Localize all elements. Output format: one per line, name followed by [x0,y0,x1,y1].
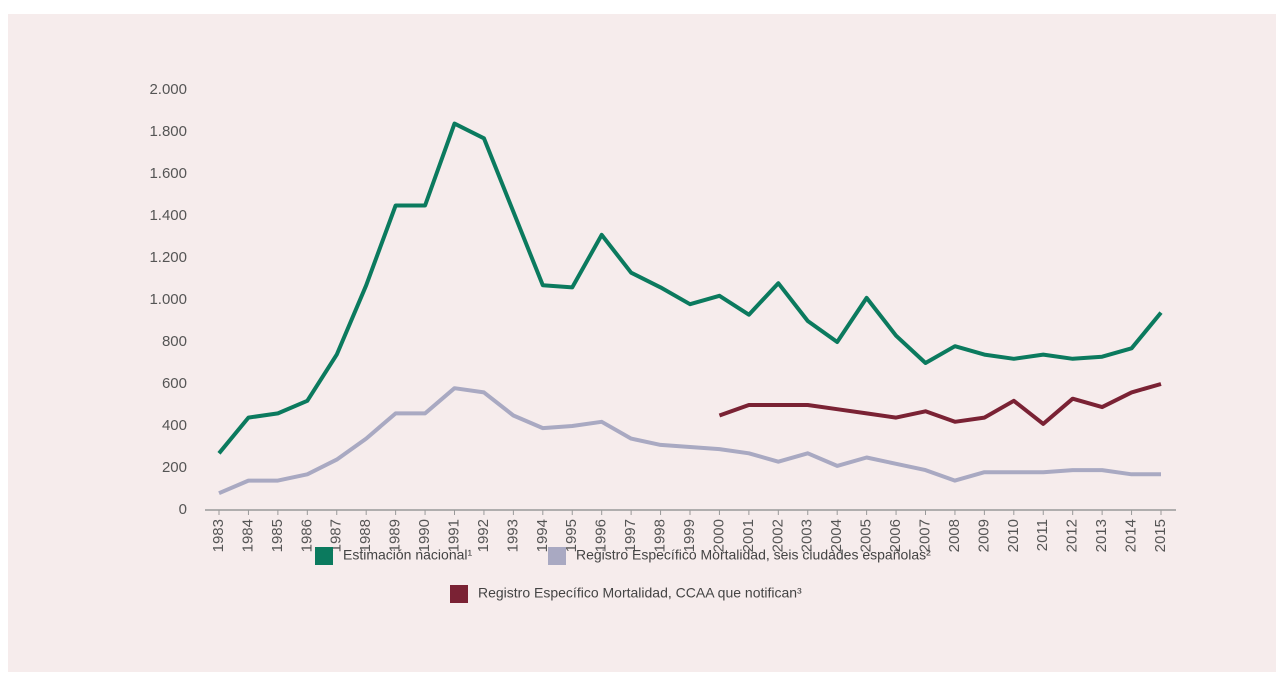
x-tick-label: 2007 [916,519,933,552]
x-tick-label: 1998 [652,519,669,552]
y-tick-label: 1.200 [149,249,187,266]
x-tick-label: 2003 [799,519,816,552]
legend-swatch [548,547,566,565]
x-tick-label: 2011 [1034,519,1051,551]
x-tick-label: 1987 [328,519,345,552]
legend-label: Registro Específico Mortalidad, CCAA que… [478,585,802,601]
x-tick-label: 1999 [681,519,698,552]
x-tick-label: 2004 [828,519,845,552]
x-tick-label: 1991 [445,519,462,552]
legend-label: Registro Específico Mortalidad, seis ciu… [576,547,931,563]
x-tick-label: 2005 [858,519,875,552]
y-tick-label: 2.000 [149,81,187,98]
x-tick-label: 2015 [1152,519,1169,552]
legend-swatch [315,547,333,565]
x-tick-label: 1985 [269,519,286,552]
x-tick-label: 1986 [298,519,315,552]
x-tick-label: 1994 [534,519,551,552]
y-tick-label: 1.000 [149,291,187,308]
y-tick-label: 600 [162,375,187,392]
y-tick-label: 1.600 [149,165,187,182]
x-tick-label: 2001 [740,519,757,552]
y-tick-label: 800 [162,333,187,350]
y-tick-label: 200 [162,459,187,476]
x-tick-label: 2000 [710,519,727,552]
x-tick-label: 2002 [769,519,786,552]
x-tick-label: 2009 [975,519,992,552]
x-tick-label: 2012 [1064,519,1081,552]
y-tick-label: 0 [179,501,187,518]
x-tick-label: 2008 [946,519,963,552]
x-tick-label: 1997 [622,519,639,552]
x-tick-label: 2013 [1093,519,1110,552]
series-line [217,121,1163,455]
x-tick-label: 1993 [504,519,521,552]
x-tick-label: 1992 [475,519,492,552]
y-tick-label: 1.400 [149,207,187,224]
x-tick-label: 1983 [210,519,227,552]
x-tick-label: 1990 [416,519,433,552]
y-tick-label: 400 [162,417,187,434]
legend-swatch [450,585,468,603]
x-tick-label: 1988 [357,519,374,552]
series-line [218,386,1161,496]
x-tick-label: 2010 [1005,519,1022,552]
x-tick-label: 1995 [563,519,580,552]
x-tick-label: 2006 [887,519,904,552]
x-tick-label: 1996 [593,519,610,552]
series-line [718,382,1162,426]
panel [8,14,1276,672]
y-tick-label: 1.800 [149,123,187,140]
x-tick-label: 1989 [387,519,404,552]
legend-label: Estimación nacional¹ [343,547,473,563]
x-tick-label: 2014 [1123,519,1140,552]
x-tick-label: 1984 [239,519,256,552]
